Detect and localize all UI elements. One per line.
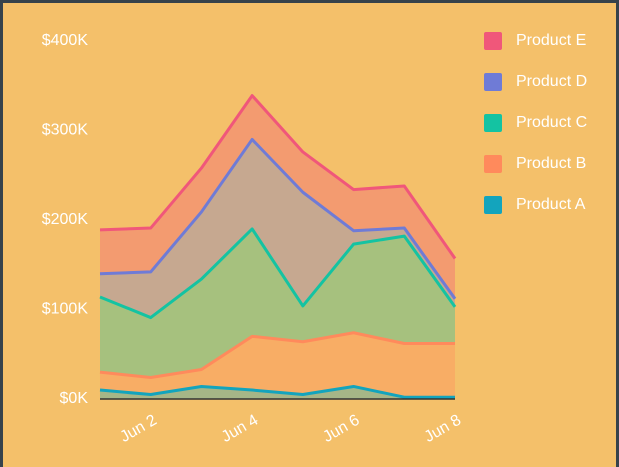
area [100, 228, 455, 378]
legend-swatch [484, 32, 502, 50]
legend-label: Product B [516, 155, 586, 172]
area [100, 95, 455, 299]
area-line [99, 227, 457, 320]
y-tick-label: $300K [42, 122, 89, 139]
legend-label: Product E [516, 32, 586, 49]
y-tick-label: $200K [42, 211, 89, 228]
area [100, 139, 455, 318]
y-tick-label: $0K [60, 390, 89, 407]
area [100, 332, 455, 398]
legend-label: Product D [516, 73, 587, 90]
legend-swatch [484, 114, 502, 132]
area-line [99, 331, 455, 380]
area-line [99, 384, 455, 399]
area-line [99, 137, 457, 300]
legend-label: Product C [516, 114, 587, 131]
area-line [99, 94, 457, 260]
legend-swatch [484, 196, 502, 214]
y-tick-label: $400K [42, 32, 89, 49]
legend-swatch [484, 73, 502, 91]
legend-swatch [484, 155, 502, 173]
y-tick-label: $100K [42, 301, 89, 318]
legend-label: Product A [516, 196, 586, 213]
